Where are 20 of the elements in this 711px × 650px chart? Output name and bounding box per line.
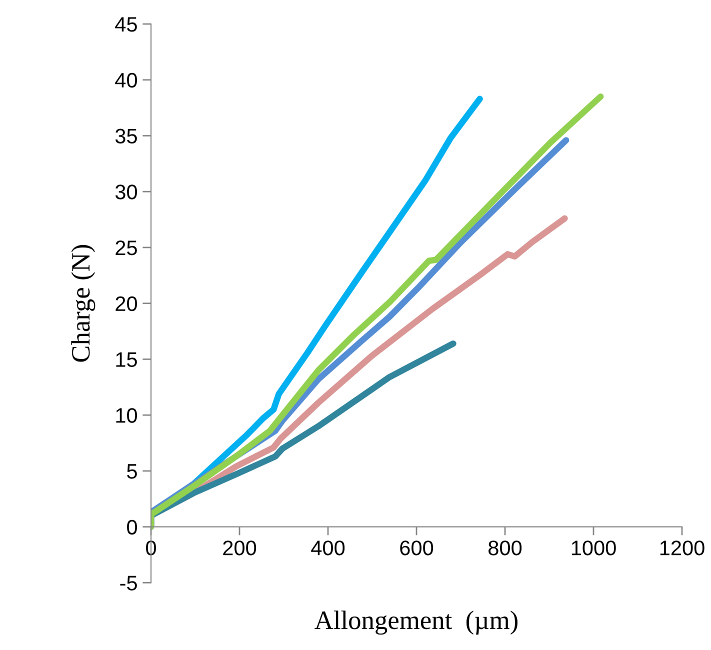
y-tick-label: 5 [127,464,137,479]
x-tick-label: 200 [223,540,256,556]
x-axis-title: Allongement (µm) [314,610,518,635]
y-tick-label: 30 [115,184,137,200]
y-tick-label: 10 [116,408,137,423]
y-tick-label: 45 [115,17,137,32]
y-tick-label: 20 [116,296,137,312]
y-tick-label: 35 [115,128,137,144]
x-tick-label: 1200 [660,540,704,556]
y-tick-label: 0 [127,520,137,535]
x-tick-label: 400 [311,540,345,556]
y-axis-title: Charge (N) [71,245,96,362]
x-tick-label: 0 [146,540,156,556]
y-tick-label: 25 [116,240,137,256]
y-tick-label: 15 [116,352,137,367]
x-tick-label: 600 [400,540,434,556]
y-tick-label: -5 [120,576,137,590]
x-tick-label: 1000 [572,540,616,556]
y-tick-label: 40 [115,72,137,88]
x-tick-label: 800 [488,540,522,556]
